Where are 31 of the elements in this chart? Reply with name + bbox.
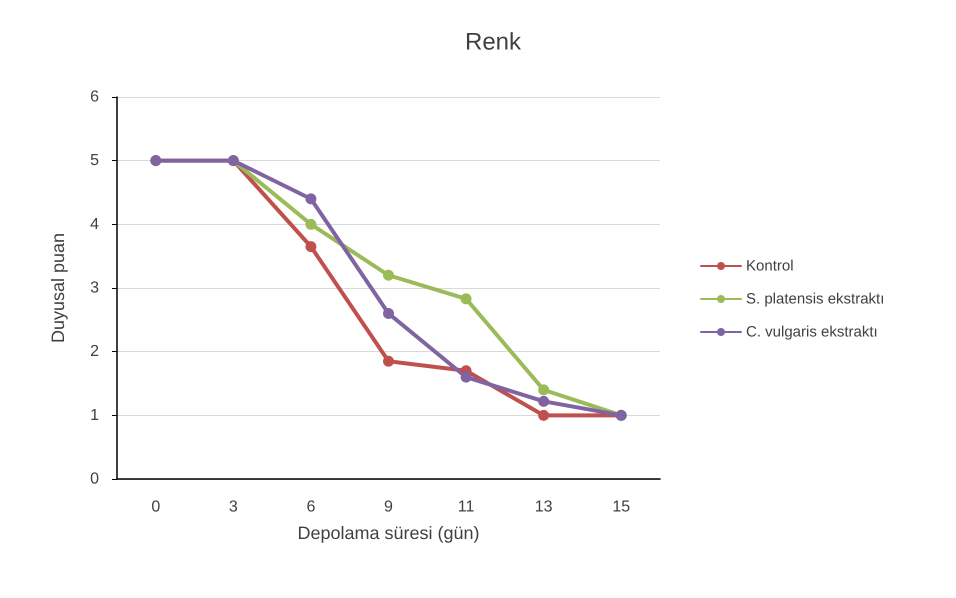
y-axis-title: Duyusal puan — [48, 232, 68, 344]
point — [305, 241, 316, 252]
x-tick-label: 6 — [306, 498, 316, 516]
x-tick-label: 11 — [458, 498, 474, 516]
point — [383, 308, 394, 319]
x-axis-title: Depolama süresi (gün) — [297, 523, 480, 543]
x-tick-label: 9 — [384, 498, 394, 516]
y-tick-label: 6 — [90, 88, 100, 106]
point — [305, 193, 316, 204]
y-tick-label: 2 — [90, 343, 100, 360]
point — [460, 293, 472, 304]
x-tick-label: 3 — [228, 498, 238, 516]
x-tick-label: 0 — [151, 498, 160, 516]
chart-title: Renk — [464, 28, 522, 56]
point — [460, 372, 472, 383]
y-tick-label: 0 — [90, 470, 100, 488]
x-tick-label: 15 — [612, 498, 630, 516]
point — [383, 356, 394, 367]
x-tick-label: 13 — [534, 498, 553, 516]
y-tick-label: 4 — [90, 216, 100, 233]
y-tick-label: 3 — [90, 280, 100, 296]
legend-label: Kontrol — [746, 258, 794, 274]
point — [305, 218, 316, 230]
point — [538, 384, 550, 396]
point — [538, 410, 550, 421]
point — [538, 396, 550, 407]
point — [383, 270, 394, 281]
y-tick-label: 1 — [90, 406, 100, 424]
legend-label: S. platensis ekstraktı — [746, 290, 884, 308]
y-tick-label: 5 — [90, 152, 100, 170]
legend-label: C. vulgaris ekstraktı — [746, 324, 878, 340]
